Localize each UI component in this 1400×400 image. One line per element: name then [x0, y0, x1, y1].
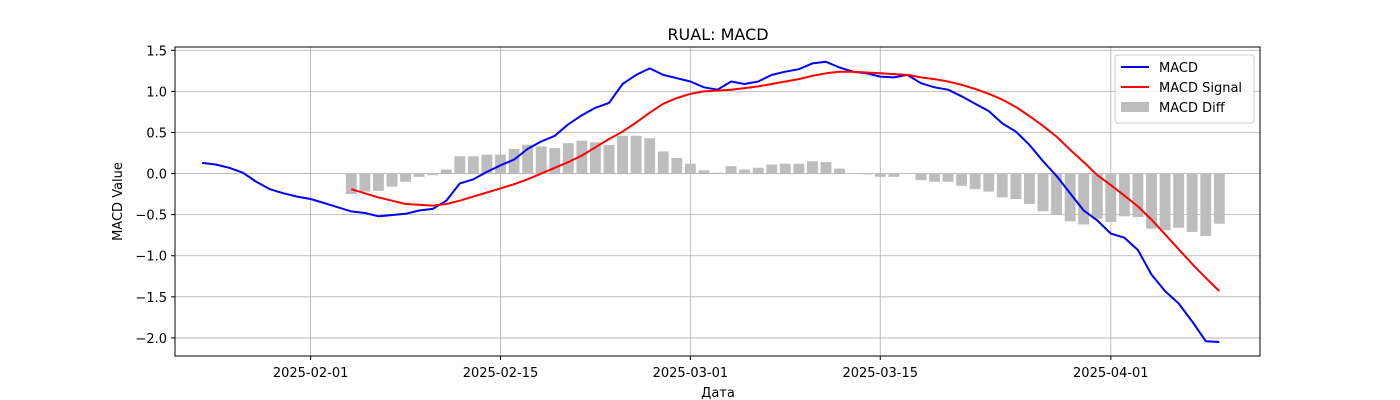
y-tick-label: −2.0	[135, 332, 167, 347]
y-tick-label: −1.5	[135, 291, 167, 306]
macd-diff-bar	[1037, 173, 1049, 212]
x-tick-label: 2025-02-01	[273, 366, 349, 381]
macd-diff-bar	[576, 140, 588, 174]
macd-diff-bar	[807, 161, 818, 174]
macd-diff-bar	[373, 173, 384, 191]
y-tick-label: −0.5	[135, 209, 167, 224]
macd-diff-bar	[1186, 173, 1198, 232]
y-tick-label: 1.0	[146, 85, 167, 100]
macd-diff-bar	[1213, 173, 1225, 224]
macd-diff-bar	[1051, 173, 1062, 215]
macd-diff-bar	[454, 156, 466, 174]
macd-diff-bar	[671, 157, 683, 174]
macd-diff-bar	[657, 151, 669, 174]
macd-diff-bar	[495, 154, 506, 174]
macd-diff-bar	[929, 173, 940, 182]
macd-diff-bar	[725, 166, 737, 174]
macd-diff-bar	[630, 135, 642, 174]
y-tick-label: 1.5	[146, 44, 167, 59]
legend: MACD MACD Signal MACD Diff	[1114, 54, 1255, 124]
macd-diff-bar	[996, 173, 1008, 198]
macd-diff-bar	[834, 168, 845, 174]
x-tick-label: 2025-04-01	[1073, 366, 1149, 381]
macd-diff-bar	[467, 156, 479, 174]
macd-diff-bar	[752, 167, 764, 174]
macd-diff-bar	[522, 144, 534, 174]
macd-diff-bar	[956, 173, 968, 186]
y-tick-label: 0.0	[146, 168, 167, 183]
macd-diff-bar	[793, 163, 805, 174]
macd-diff-bar	[508, 148, 520, 174]
y-axis-label: MACD Value	[111, 162, 126, 241]
macd-diff-bar	[1159, 173, 1171, 231]
macd-diff-bar	[684, 163, 696, 174]
macd-diff-bar	[874, 173, 886, 177]
macd-diff-bar	[712, 172, 723, 174]
macd-diff-bar	[698, 170, 710, 174]
macd-diff-bars	[345, 135, 1225, 237]
macd-diff-bar	[1078, 173, 1090, 225]
y-axis-ticks: 1.5 1.0 0.5 0.0 −0.5 −1.0 −1.5 −2.0	[135, 44, 175, 347]
y-tick-label: 0.5	[146, 126, 167, 141]
macd-diff-bar	[413, 173, 425, 177]
macd-diff-bar	[1091, 173, 1103, 219]
macd-diff-bar	[1105, 173, 1117, 223]
macd-diff-bar	[820, 162, 832, 174]
legend-label-macd: MACD	[1159, 61, 1198, 76]
macd-diff-bar	[549, 148, 561, 174]
x-axis-ticks: 2025-02-01 2025-02-15 2025-03-01 2025-03-15…	[273, 356, 1149, 381]
x-axis-label: Дата	[701, 386, 735, 400]
macd-line	[201, 60, 1220, 343]
macd-diff-bar	[1173, 173, 1185, 228]
macd-diff-bar	[590, 142, 601, 174]
macd-signal-line	[351, 70, 1220, 292]
x-tick-label: 2025-03-15	[842, 366, 918, 381]
macd-diff-bar	[983, 173, 995, 192]
macd-diff-bar	[1064, 173, 1076, 222]
macd-diff-bar	[644, 138, 656, 174]
macd-diff-bar	[562, 143, 574, 174]
series-lines	[201, 60, 1220, 343]
macd-diff-bar	[535, 146, 547, 174]
x-tick-label: 2025-03-01	[653, 366, 729, 381]
macd-diff-bar	[603, 144, 615, 174]
macd-diff-bar	[915, 173, 927, 181]
macd-diff-bar	[888, 173, 900, 177]
legend-label-macd-signal: MACD Signal	[1159, 81, 1242, 96]
legend-box	[1114, 54, 1255, 124]
macd-diff-bar	[386, 173, 398, 187]
macd-diff-bar	[739, 169, 751, 174]
macd-diff-bar	[345, 173, 357, 195]
macd-diff-bar	[779, 163, 791, 174]
legend-label-macd-diff: MACD Diff	[1159, 101, 1226, 116]
plot-area-frame	[174, 46, 1261, 357]
x-tick-label: 2025-02-15	[463, 366, 539, 381]
macd-diff-bar	[617, 135, 628, 174]
macd-diff-bar	[1024, 173, 1035, 204]
macd-diff-bar	[440, 169, 452, 174]
legend-swatch-macd-diff	[1121, 102, 1149, 112]
macd-diff-bar	[1132, 173, 1144, 218]
macd-diff-bar	[1200, 173, 1212, 237]
macd-diff-bar	[481, 154, 493, 174]
macd-diff-bar	[1146, 173, 1157, 229]
macd-diff-bar	[359, 173, 371, 192]
macd-diff-bar	[969, 173, 981, 190]
y-tick-label: −1.0	[135, 250, 167, 265]
macd-diff-bar	[766, 164, 778, 174]
macd-diff-bar	[942, 173, 954, 182]
macd-diff-bar	[400, 173, 411, 182]
macd-diff-bar	[861, 173, 873, 175]
chart-title: RUAL: MACD	[667, 25, 768, 44]
macd-diff-bar	[427, 173, 439, 176]
macd-diff-bar	[1010, 173, 1022, 200]
